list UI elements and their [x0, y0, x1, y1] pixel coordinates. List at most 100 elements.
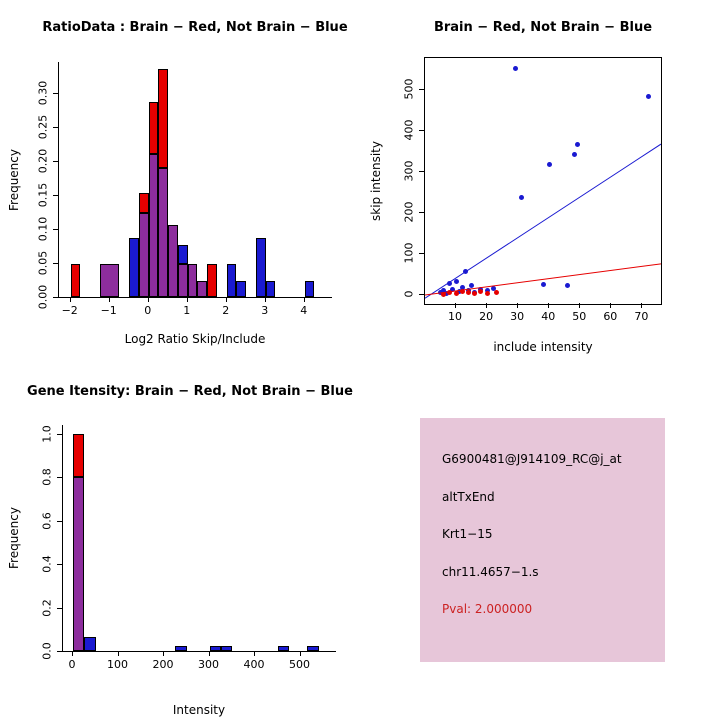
- scatter-point-blue: [462, 269, 468, 275]
- x-axis-tick-label: 50: [572, 310, 587, 323]
- ratio-histogram-x-axis-label: Log2 Ratio Skip/Include: [124, 332, 266, 346]
- x-axis-tick: [455, 303, 457, 308]
- x-axis-tick-label: 60: [603, 310, 618, 323]
- y-axis-tick-label: 0.15: [36, 182, 50, 208]
- histogram-bar-segment: [226, 264, 237, 297]
- scatter-point-red: [441, 291, 447, 297]
- x-axis-tick: [641, 303, 643, 308]
- x-axis-tick-label: 2: [222, 304, 230, 317]
- histogram-bar-segment: [197, 280, 208, 297]
- blue-fit-line: [425, 143, 661, 299]
- x-axis-tick-label: 70: [634, 310, 649, 323]
- x-axis-tick: [225, 297, 227, 302]
- x-axis-tick-label: 0: [68, 658, 76, 671]
- y-axis-tick-label: 0.00: [36, 284, 50, 310]
- scatter-point-blue: [447, 281, 453, 286]
- y-axis-tick-label: 0.10: [36, 216, 50, 242]
- gene-symbol-text: Krt1−15: [442, 527, 493, 541]
- scatter-point-blue: [512, 65, 518, 71]
- scatter-point-blue: [571, 151, 577, 157]
- histogram-bar-segment: [265, 280, 276, 297]
- y-axis-tick: [57, 477, 62, 479]
- x-axis-tick: [486, 303, 488, 308]
- y-axis-tick-label: 300: [402, 160, 416, 182]
- y-axis-tick: [53, 297, 58, 298]
- gene-info-box: G6900481@J914109_RC@j_at altTxEnd Krt1−1…: [420, 418, 665, 662]
- scatter-point-red: [478, 289, 484, 295]
- histogram-bar-segment: [175, 646, 187, 651]
- y-axis-tick-label: 0.20: [36, 148, 50, 174]
- x-axis-tick-label: −2: [61, 304, 78, 317]
- scatter-point-red: [465, 290, 471, 296]
- scatter-point-red: [459, 288, 465, 294]
- scatter-point-blue: [646, 94, 652, 100]
- intensity-scatter-plot-area: [424, 57, 662, 305]
- y-axis-tick-label: 0.0: [40, 642, 54, 660]
- histogram-bar-segment: [73, 477, 85, 651]
- x-axis-tick-label: 200: [152, 658, 174, 671]
- chromosome-location-text: chr11.4657−1.s: [442, 565, 539, 579]
- histogram-bar-segment: [73, 433, 85, 478]
- y-axis-tick: [419, 88, 424, 90]
- histogram-bar-segment: [138, 193, 149, 213]
- x-axis-tick: [303, 297, 305, 302]
- y-axis-tick: [53, 228, 58, 230]
- histogram-bar-segment: [220, 646, 233, 651]
- intensity-scatter-y-axis-label: skip intensity: [369, 141, 383, 221]
- histogram-bar-segment: [304, 280, 315, 297]
- histogram-bar-segment: [207, 264, 217, 297]
- histogram-bar-segment: [209, 646, 221, 651]
- y-axis-tick-label: 200: [402, 201, 416, 223]
- x-axis-tick: [299, 651, 301, 656]
- x-axis-tick-label: 0: [144, 304, 152, 317]
- x-axis-tick: [69, 297, 71, 302]
- y-axis-tick: [57, 433, 62, 435]
- panel-gene-intensity-histogram: Gene Itensity: Brain − Red, Not Brain − …: [0, 360, 360, 720]
- x-axis-tick: [254, 651, 255, 656]
- histogram-bar-segment: [307, 646, 319, 651]
- probe-id-text: G6900481@J914109_RC@j_at: [442, 452, 622, 466]
- gene-intensity-histogram-title: Gene Itensity: Brain − Red, Not Brain − …: [27, 384, 353, 399]
- x-axis-tick: [208, 651, 210, 656]
- panel-gene-info: G6900481@J914109_RC@j_at altTxEnd Krt1−1…: [360, 360, 720, 720]
- y-axis-tick: [57, 651, 62, 652]
- y-axis-tick: [53, 262, 58, 264]
- y-axis-tick-label: 0.30: [36, 80, 50, 105]
- x-axis-tick-label: 40: [541, 310, 556, 323]
- histogram-bar-segment: [148, 102, 159, 154]
- y-axis-tick: [419, 129, 424, 131]
- y-axis-tick-label: 0.25: [36, 114, 50, 139]
- histogram-bar-segment: [177, 245, 188, 265]
- histogram-bar-segment: [70, 264, 81, 297]
- histogram-bar-segment: [99, 264, 120, 297]
- y-axis-tick-label: 400: [402, 119, 416, 141]
- x-axis-tick-label: 10: [448, 310, 463, 323]
- histogram-bar-segment: [138, 212, 149, 297]
- y-axis-tick-label: 0: [402, 290, 416, 298]
- x-axis-tick: [186, 297, 188, 302]
- ratio-histogram-title: RatioData : Brain − Red, Not Brain − Blu…: [42, 20, 348, 35]
- intensity-scatter-title: Brain − Red, Not Brain − Blue: [433, 20, 653, 35]
- y-axis-tick-label: 0.05: [36, 250, 50, 276]
- scatter-point-red: [447, 289, 453, 295]
- x-axis-tick-label: 100: [107, 658, 128, 671]
- x-axis-tick: [147, 297, 149, 302]
- scatter-point-blue: [565, 283, 571, 289]
- y-axis-tick: [419, 252, 424, 254]
- y-axis-tick: [53, 126, 58, 128]
- y-axis-tick: [53, 92, 58, 94]
- histogram-bar-segment: [84, 636, 96, 651]
- y-axis-tick-label: 0.6: [40, 511, 54, 530]
- histogram-bar-segment: [236, 280, 247, 297]
- panel-intensity-scatter: Brain − Red, Not Brain − Blue skip inten…: [360, 0, 720, 360]
- histogram-bar-segment: [277, 646, 290, 651]
- x-axis-tick-label: 3: [261, 304, 269, 317]
- y-axis-tick-label: 0.8: [40, 468, 54, 486]
- y-axis-tick: [57, 564, 62, 566]
- y-axis-tick-label: 1.0: [40, 424, 54, 443]
- x-axis-tick: [579, 303, 581, 308]
- ratio-histogram-y-axis-label: Frequency: [7, 149, 21, 211]
- scatter-point-blue: [546, 162, 552, 168]
- panel-ratio-histogram: RatioData : Brain − Red, Not Brain − Blu…: [0, 0, 360, 360]
